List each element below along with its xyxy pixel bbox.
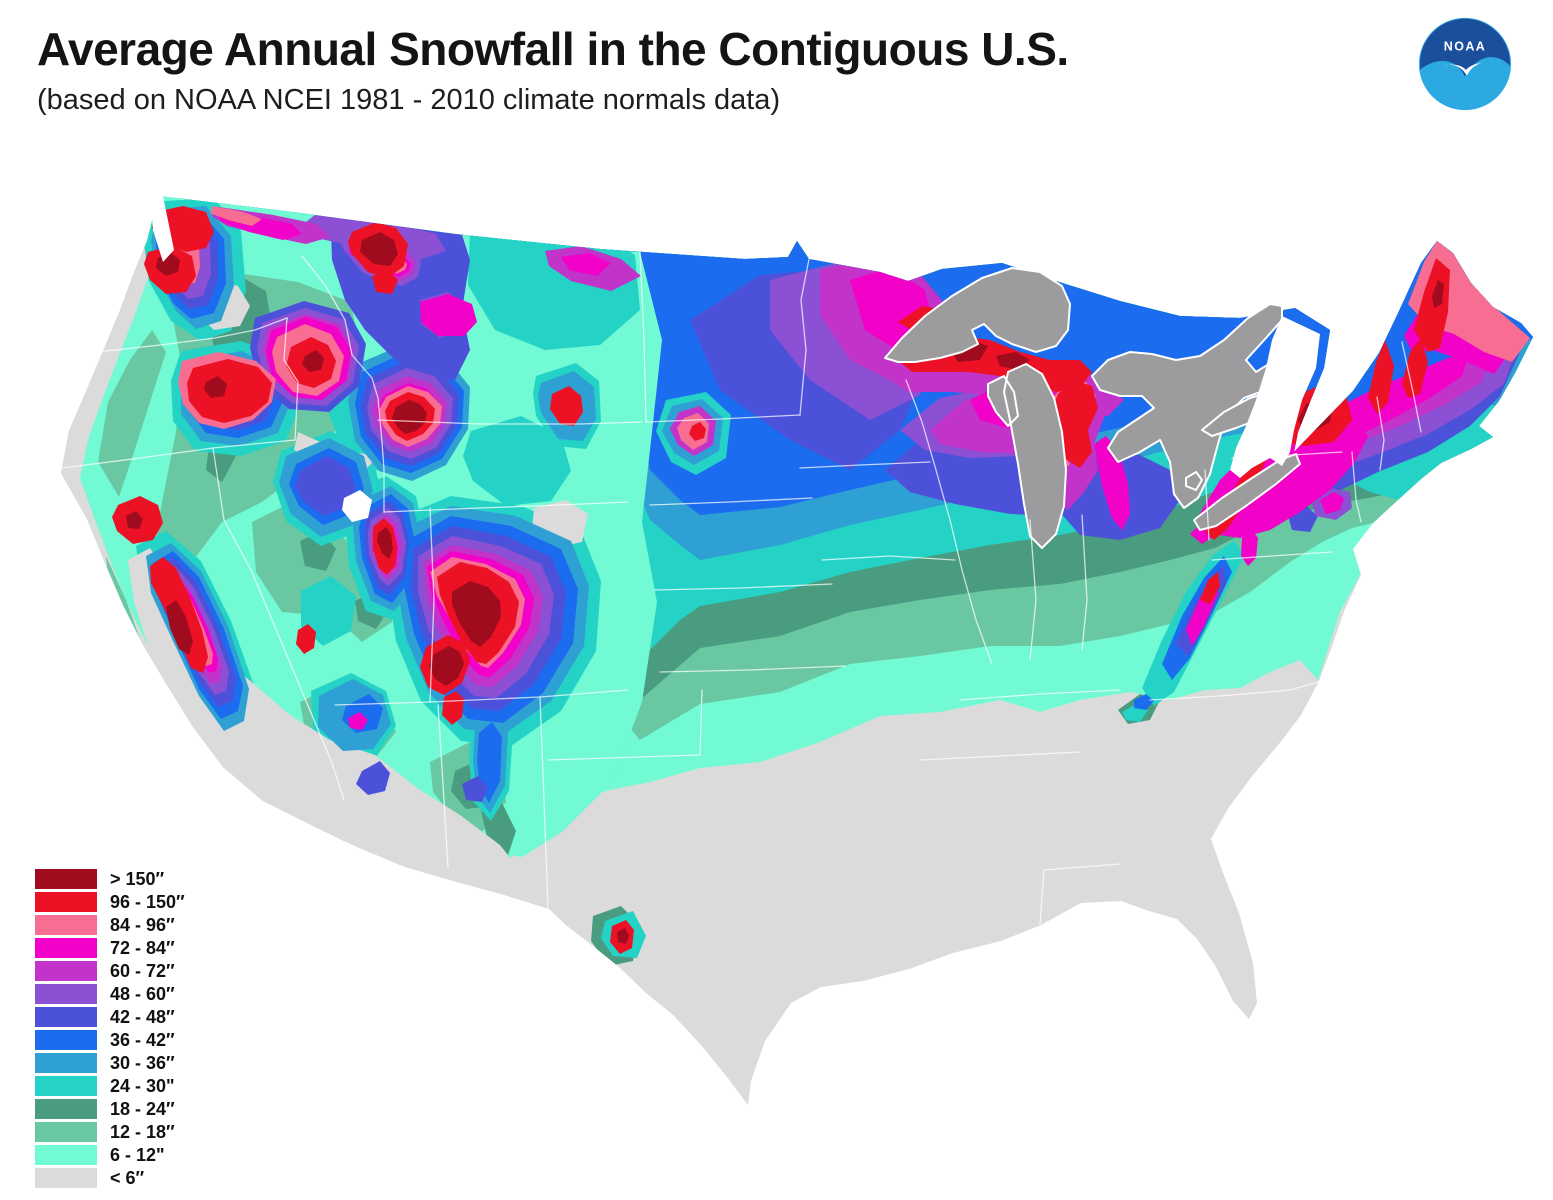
legend-swatch [35, 1168, 97, 1188]
lake-superior [884, 267, 1071, 363]
legend-row-13: < 6″ [35, 1168, 185, 1188]
legend-label: 18 - 24″ [110, 1098, 175, 1119]
legend-swatch [35, 869, 97, 889]
legend-label: 60 - 72″ [110, 960, 175, 981]
legend-row-0: > 150″ [35, 869, 185, 889]
page-title: Average Annual Snowfall in the Contiguou… [37, 23, 1069, 75]
water-details [150, 192, 1320, 522]
legend-swatch [35, 938, 97, 958]
legend-label: 6 - 12" [110, 1144, 165, 1165]
noaa-logo: NOAA [1418, 17, 1512, 111]
legend-label: 72 - 84″ [110, 937, 175, 958]
legend-row-11: 12 - 18″ [35, 1122, 185, 1142]
legend-row-4: 60 - 72″ [35, 961, 185, 981]
lake-michigan [987, 363, 1067, 549]
legend-swatch [35, 892, 97, 912]
legend-label: 42 - 48″ [110, 1006, 175, 1027]
puget-sound [150, 192, 174, 262]
seagull-icon [1441, 63, 1482, 76]
legend-label: 36 - 42″ [110, 1029, 175, 1050]
snowfall-legend: > 150″ 96 - 150″ 84 - 96″ 72 - 84″ 60 - 72″ 4… [35, 869, 185, 1191]
legend-label: 12 - 18″ [110, 1121, 175, 1142]
legend-label: > 150″ [110, 868, 165, 889]
region-under-6in-valleys [128, 280, 588, 909]
legend-row-8: 30 - 36″ [35, 1053, 185, 1073]
header: Average Annual Snowfall in the Contiguou… [37, 22, 1069, 117]
legend-swatch [35, 984, 97, 1004]
legend-swatch [35, 1053, 97, 1073]
noaa-logo-bird-field [1420, 18, 1511, 77]
canada-ontario-peninsula [1230, 316, 1320, 478]
lake-erie [1193, 453, 1301, 531]
legend-swatch [35, 1030, 97, 1050]
legend-row-1: 96 - 150″ [35, 892, 185, 912]
page-subtitle: (based on NOAA NCEI 1981 - 2010 climate … [37, 84, 781, 116]
legend-swatch [35, 961, 97, 981]
legend-row-7: 36 - 42″ [35, 1030, 185, 1050]
great-salt-lake [342, 490, 372, 522]
legend-swatch [35, 1076, 97, 1096]
legend-swatch [35, 1122, 97, 1142]
legend-label: 84 - 96″ [110, 914, 175, 935]
legend-swatch [35, 1099, 97, 1119]
great-lakes [884, 267, 1301, 549]
legend-row-2: 84 - 96″ [35, 915, 185, 935]
legend-row-10: 18 - 24″ [35, 1099, 185, 1119]
legend-swatch [35, 1007, 97, 1027]
legend-row-3: 72 - 84″ [35, 938, 185, 958]
legend-label: 24 - 30" [110, 1075, 175, 1096]
legend-swatch [35, 915, 97, 935]
legend-row-12: 6 - 12" [35, 1145, 185, 1165]
legend-label: 96 - 150″ [110, 891, 185, 912]
legend-label: 48 - 60″ [110, 983, 175, 1004]
legend-row-6: 42 - 48″ [35, 1007, 185, 1027]
legend-label: 30 - 36″ [110, 1052, 175, 1073]
lake-st-clair [1185, 471, 1203, 491]
legend-row-5: 48 - 60″ [35, 984, 185, 1004]
legend-label: < 6″ [110, 1167, 145, 1188]
legend-swatch [35, 1145, 97, 1165]
noaa-logo-text: NOAA [1444, 40, 1486, 54]
legend-row-9: 24 - 30" [35, 1076, 185, 1096]
state-borders [61, 251, 1422, 925]
